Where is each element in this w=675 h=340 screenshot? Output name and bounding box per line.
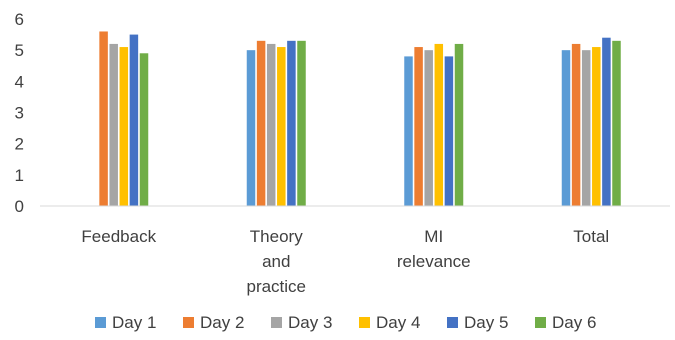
x-category-label-line: Feedback	[81, 227, 156, 246]
bar-day-5	[129, 34, 139, 206]
bar-day-4	[434, 43, 444, 207]
bar-day-5	[602, 37, 611, 207]
bar-day-6	[454, 43, 464, 207]
legend-swatch	[95, 317, 106, 328]
bar-day-2	[99, 31, 108, 206]
bar-day-1	[404, 56, 413, 207]
bar-day-3	[424, 50, 433, 206]
legend-swatch	[535, 317, 546, 328]
bar-day-2	[571, 43, 581, 207]
y-axis: 0 1 2 3 4 5 6	[15, 10, 24, 216]
x-category-label-line: Total	[573, 227, 609, 246]
bar-day-3	[266, 43, 276, 207]
bar-day-6	[139, 53, 149, 206]
x-category-label: Total	[573, 227, 609, 246]
legend-label: Day 3	[288, 313, 332, 332]
y-tick-label: 4	[15, 72, 24, 91]
bar-day-6	[612, 40, 621, 206]
x-axis-labels: Feedback Theory and practice MI relevance Tota…	[81, 227, 609, 296]
bar-day-6	[297, 40, 306, 206]
bar-day-2	[256, 40, 266, 206]
legend-swatch	[183, 317, 194, 328]
x-category-label: Feedback	[81, 227, 156, 246]
bar-day-1	[246, 50, 256, 206]
bar-day-4	[119, 47, 129, 206]
bar-day-4	[277, 47, 286, 206]
legend-swatch	[271, 317, 282, 328]
y-tick-label: 1	[15, 166, 24, 185]
legend-label: Day 6	[552, 313, 596, 332]
bar-day-4	[592, 47, 601, 206]
x-category-label-line: Theory	[250, 227, 303, 246]
legend-label: Day 4	[376, 313, 420, 332]
bars	[99, 31, 621, 207]
legend-label: Day 1	[112, 313, 156, 332]
bar-day-5	[287, 40, 296, 206]
y-tick-label: 5	[15, 41, 24, 60]
legend-label: Day 5	[464, 313, 508, 332]
bar-day-1	[561, 50, 571, 206]
legend-label: Day 2	[200, 313, 244, 332]
bar-day-2	[414, 47, 423, 206]
x-category-label-line: MI	[424, 227, 443, 246]
y-tick-label: 3	[15, 104, 24, 123]
legend: Day 1 Day 2 Day 3 Day 4 Day 5 Day 6	[95, 313, 596, 332]
x-category-label-line: practice	[246, 277, 306, 296]
bar-day-3	[109, 43, 118, 207]
bar-day-5	[444, 56, 454, 207]
y-tick-label: 2	[15, 135, 24, 154]
x-category-label-line: and	[262, 252, 290, 271]
y-tick-label: 6	[15, 10, 24, 29]
bar-day-3	[581, 50, 591, 206]
legend-swatch	[447, 317, 458, 328]
legend-swatch	[359, 317, 370, 328]
y-tick-label: 0	[15, 197, 24, 216]
x-category-label: MI relevance	[397, 227, 471, 271]
x-category-label-line: relevance	[397, 252, 471, 271]
x-category-label: Theory and practice	[246, 227, 306, 296]
